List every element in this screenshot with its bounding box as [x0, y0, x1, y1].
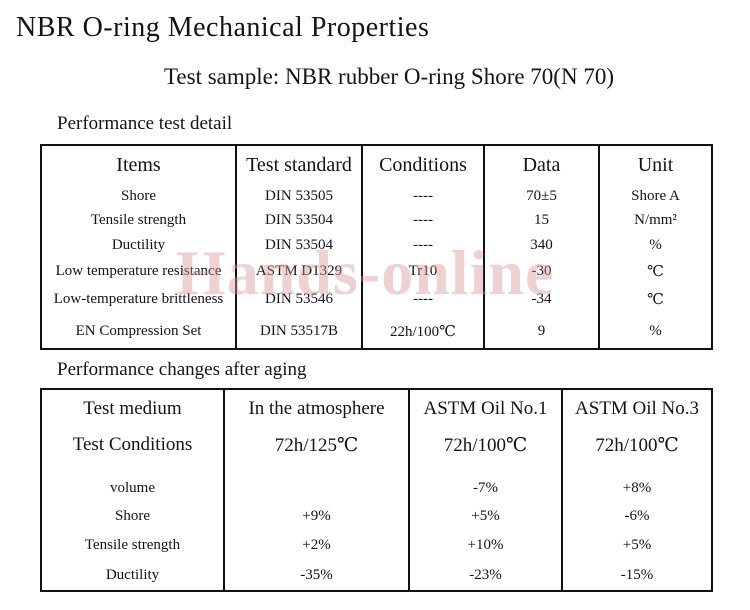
section1-heading: Performance test detail — [57, 113, 233, 134]
table2-spacer-cell — [410, 462, 563, 474]
table1-cell: % — [649, 236, 662, 253]
table1-cell: EN Compression Set — [42, 314, 237, 348]
table1-cell: Low-temperature brittleness — [42, 284, 237, 314]
aging-table: Test medium In the atmosphere ASTM Oil N… — [40, 388, 713, 592]
table2-cell: +5% — [410, 502, 563, 531]
table2-spacer-cell — [225, 462, 410, 474]
section2-heading: Performance changes after aging — [57, 359, 307, 380]
table2-header-test-medium: Test medium — [42, 390, 225, 428]
table2-cell: +5% — [622, 537, 652, 553]
table1-cell: ℃ — [647, 263, 664, 280]
table1-cell: DIN 53505 — [237, 184, 363, 208]
table1-cell: 15 — [485, 208, 600, 232]
table2-spacer-cell — [563, 462, 711, 474]
table2-cell: -35% — [225, 560, 410, 590]
table2-cell: Tensile strength — [42, 531, 225, 560]
table1-cell: Ductility — [42, 232, 237, 258]
page-title: NBR O-ring Mechanical Properties — [16, 12, 430, 43]
table1-cell: 9 — [485, 314, 600, 348]
table2-cell: volume — [42, 474, 225, 502]
table2-header-astm-oil-3: ASTM Oil No.3 — [574, 398, 700, 419]
table2-cell: -6% — [624, 508, 650, 524]
table1-cell: DIN 53517B — [237, 314, 363, 348]
table1-cell: DIN 53504 — [237, 208, 363, 232]
table1-cell: -34 — [485, 284, 600, 314]
table2-cell: Ductility — [42, 560, 225, 590]
table1-header-data: Data — [485, 146, 600, 184]
test-sample-subtitle: Test sample: NBR rubber O-ring Shore 70(… — [163, 64, 614, 89]
table1-cell: N/mm² — [634, 211, 677, 228]
table2-cell: -23% — [410, 560, 563, 590]
table1-cell: 70±5 — [485, 184, 600, 208]
table2-cell — [225, 474, 410, 502]
performance-test-table: Items Test standard Conditions Data Unit… — [40, 144, 713, 350]
table1-cell: ---- — [363, 232, 485, 258]
table2-cell: +8% — [622, 479, 652, 496]
table1-cell: Low temperature resistance — [42, 258, 237, 284]
table1-cell: Shore A — [631, 187, 680, 204]
table2-cell: -7% — [410, 474, 563, 502]
table2-header-condition-1: 72h/125℃ — [225, 428, 410, 462]
table1-cell: ASTM D1329 — [237, 258, 363, 284]
table2-header-test-conditions: Test Conditions — [42, 428, 225, 462]
table1-header-test-standard: Test standard — [237, 146, 363, 184]
table2-cell: +2% — [225, 531, 410, 560]
table1-cell: ---- — [363, 284, 485, 314]
table1-cell: DIN 53546 — [237, 284, 363, 314]
table1-cell: Shore — [42, 184, 237, 208]
table2-spacer-cell — [42, 462, 225, 474]
table2-cell: +9% — [225, 502, 410, 531]
table1-header-items: Items — [42, 146, 237, 184]
table2-header-atmosphere: In the atmosphere — [225, 390, 410, 428]
table1-header-conditions: Conditions — [363, 146, 485, 184]
table1-cell: % — [649, 322, 662, 339]
table2-header-condition-3: 72h/100℃ — [595, 434, 679, 456]
table1-cell: ---- — [363, 184, 485, 208]
table1-cell: Tensile strength — [42, 208, 237, 232]
table1-cell: DIN 53504 — [237, 232, 363, 258]
table1-header-unit: Unit — [637, 153, 674, 176]
table1-cell: -30 — [485, 258, 600, 284]
table1-cell: 340 — [485, 232, 600, 258]
table2-header-condition-2: 72h/100℃ — [410, 428, 563, 462]
table2-cell: Shore — [42, 502, 225, 531]
table2-header-astm-oil-1: ASTM Oil No.1 — [410, 390, 563, 428]
table1-cell: ℃ — [647, 291, 664, 308]
table1-cell: Tr10 — [363, 258, 485, 284]
table1-cell: ---- — [363, 208, 485, 232]
table2-cell: +10% — [410, 531, 563, 560]
table2-cell: -15% — [620, 566, 654, 583]
table1-cell: 22h/100℃ — [363, 314, 485, 348]
